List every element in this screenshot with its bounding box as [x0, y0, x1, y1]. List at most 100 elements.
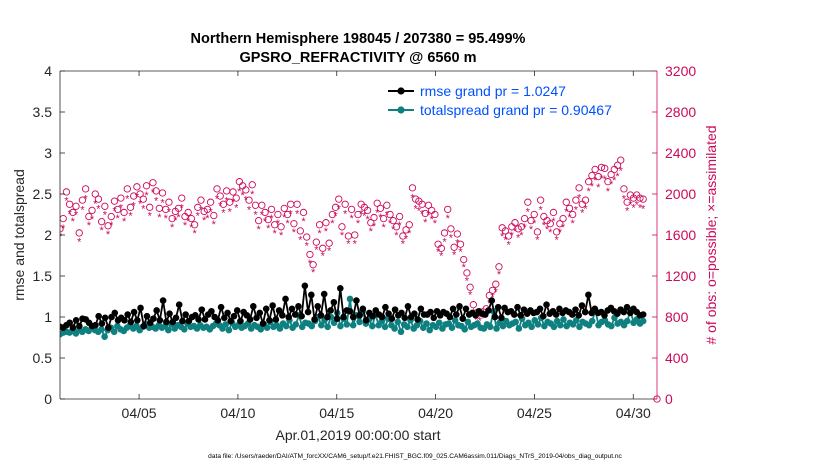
obs-possible-point: [408, 184, 417, 192]
obs-assimilated-point: *: [510, 230, 515, 242]
rmse-point: [76, 322, 83, 330]
obs-possible-point: [152, 187, 160, 195]
obs-assimilated-point: *: [545, 224, 550, 236]
rmse-point: [111, 309, 119, 317]
obs-assimilated-point: *: [167, 207, 172, 219]
spread-point: [572, 316, 580, 324]
obs-possible-point: [325, 239, 333, 247]
rmse-point: [639, 311, 647, 318]
spread-point: [404, 323, 411, 331]
rmse-point: [101, 314, 109, 322]
obs-possible-point: [331, 203, 340, 211]
spread-point: [346, 295, 354, 303]
obs-possible-point: [306, 250, 314, 259]
obs-assimilated-point: *: [244, 194, 249, 206]
obs-possible-point: [184, 208, 192, 217]
obs-assimilated-point: *: [481, 313, 486, 325]
obs-assimilated-point: *: [356, 218, 361, 230]
rmse-point: [543, 301, 550, 309]
spread-point: [588, 317, 596, 325]
obs-possible-point: [65, 200, 74, 208]
spread-point: [165, 326, 172, 334]
obs-possible-point: [261, 208, 269, 217]
spread-point: [98, 326, 105, 333]
obs-possible-point: [527, 216, 535, 225]
obs-assimilated-point: *: [189, 222, 194, 234]
obs-assimilated-point: *: [321, 251, 326, 263]
obs-possible-point: [226, 198, 234, 206]
obs-possible-point: [303, 233, 311, 241]
obs-assimilated-point: *: [74, 210, 79, 222]
obs-assimilated-point: *: [590, 181, 595, 193]
obs-possible-point: [363, 206, 372, 215]
obs-assimilated-point: *: [292, 227, 297, 239]
rmse-point: [488, 297, 496, 304]
obs-possible-point: [447, 225, 455, 233]
obs-possible-point: [158, 189, 167, 197]
y-left-tick-label: 3.5: [33, 104, 53, 120]
obs-possible-point: [248, 181, 256, 189]
obs-assimilated-point: *: [231, 196, 236, 208]
legend-spread-label: totalspread grand pr = 0.90467: [420, 102, 612, 118]
spread-point: [576, 323, 583, 331]
spread-point: [534, 321, 542, 328]
rmse-point: [124, 311, 131, 318]
x-tick-label: 04/15: [319, 405, 354, 421]
rmse-point: [214, 316, 222, 324]
rmse-point: [156, 316, 164, 324]
obs-possible-point: [376, 204, 385, 213]
obs-assimilated-point: *: [125, 193, 130, 205]
spread-point: [222, 321, 230, 328]
rmse-point: [105, 324, 112, 331]
obs-possible-point: [245, 196, 253, 204]
obs-assimilated-point: *: [314, 245, 319, 257]
obs-assimilated-point: *: [103, 210, 108, 222]
obs-assimilated-point: *: [628, 199, 633, 211]
obs-assimilated-point: *: [208, 207, 213, 219]
rmse-point: [172, 314, 180, 322]
spread-point: [292, 321, 300, 328]
obs-assimilated-point: *: [635, 199, 640, 211]
obs-possible-point: [85, 212, 93, 221]
rmse-point: [317, 312, 325, 319]
obs-assimilated-point: *: [535, 234, 540, 246]
obs-possible-point: [114, 205, 122, 214]
obs-assimilated-point: *: [141, 204, 146, 216]
obs-possible-point: [91, 190, 99, 198]
obs-assimilated-point: *: [596, 182, 601, 194]
obs-possible-point: [373, 199, 381, 207]
plot-area: [60, 71, 657, 399]
spread-point: [263, 324, 271, 331]
rmse-point: [92, 321, 99, 329]
obs-possible-point: [604, 178, 612, 186]
obs-assimilated-point: *: [526, 207, 531, 219]
rmse-point: [179, 317, 186, 325]
obs-assimilated-point: *: [378, 212, 383, 224]
rmse-point: [459, 315, 467, 322]
obs-possible-point: [460, 255, 468, 264]
obs-assimilated-point: *: [333, 211, 338, 223]
obs-assimilated-point: *: [580, 208, 585, 220]
obs-assimilated-point: *: [67, 209, 72, 221]
rmse-point: [462, 305, 470, 313]
obs-assimilated-point: *: [100, 225, 105, 237]
obs-assimilated-point: *: [170, 222, 175, 234]
rmse-point: [578, 302, 586, 309]
rmse-point: [456, 303, 463, 310]
y-axis-left-label: rmse and totalspread: [11, 169, 27, 301]
y-right-tick-label: 800: [665, 309, 689, 325]
obs-assimilated-point: *: [625, 206, 630, 218]
obs-assimilated-point: *: [269, 213, 274, 225]
obs-assimilated-point: *: [401, 238, 406, 250]
legend-rmse-label: rmse grand pr = 1.0247: [420, 83, 566, 99]
obs-possible-point: [370, 213, 378, 222]
rmse-point: [485, 307, 492, 314]
rmse-point: [623, 303, 631, 311]
obs-assimilated-point: *: [317, 228, 322, 240]
rmse-point: [585, 291, 592, 299]
rmse-point: [262, 305, 270, 313]
rmse-point: [404, 303, 412, 310]
rmse-point: [182, 311, 189, 318]
obs-assimilated-point: *: [455, 237, 460, 249]
